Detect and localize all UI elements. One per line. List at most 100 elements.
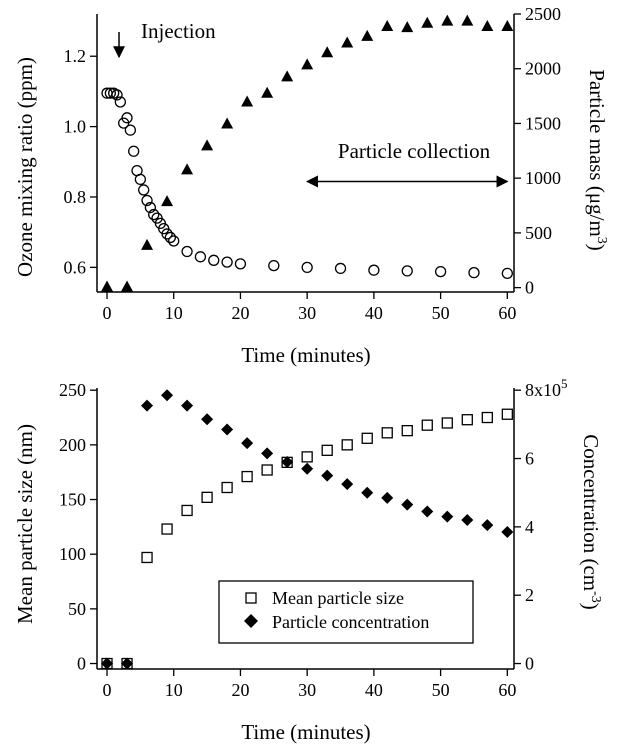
particle-mass-point <box>341 36 354 48</box>
concentration-point <box>201 413 214 426</box>
legend-square-icon <box>245 592 257 604</box>
ozone-point <box>111 89 123 101</box>
y-right-tick-label: 0 <box>525 278 534 298</box>
concentration-point <box>421 505 434 518</box>
y-right-tick-label: 2 <box>525 585 534 605</box>
x-axis-label: Time (minutes) <box>241 343 370 367</box>
injection-annotation: Injection <box>141 19 216 43</box>
concentration-point <box>281 455 294 468</box>
x-tick-label: 0 <box>103 303 112 323</box>
particle-size-point <box>321 444 333 456</box>
y-left-tick-label: 100 <box>59 544 86 564</box>
collection-annotation: Particle collection <box>338 139 491 163</box>
x-axis-ticks: 0 10 20 30 40 50 60 <box>103 669 516 700</box>
particle-size-point <box>361 432 373 444</box>
ozone-point <box>234 258 247 270</box>
y-left-tick-label: 150 <box>59 490 86 510</box>
ozone-point <box>128 145 140 157</box>
ozone-point <box>501 267 513 279</box>
ozone-point <box>194 251 207 263</box>
x-tick-label: 20 <box>231 680 249 700</box>
particle-size-point <box>441 417 453 429</box>
ozone-point <box>401 265 413 277</box>
concentration-point <box>321 469 334 482</box>
concentration-point <box>481 519 494 532</box>
ozone-mass-panel: 0 10 20 30 40 50 60 0.6 0.8 1.0 1.2 0 500 1000 1500 2… <box>13 4 609 367</box>
legend: Mean particle size Particle concentratio… <box>218 580 474 644</box>
x-tick-label: 50 <box>432 303 450 323</box>
concentration-point <box>261 447 274 460</box>
y-left-tick-label: 0 <box>77 654 86 674</box>
ozone-point <box>168 235 180 247</box>
left-axis-ticks: 0.6 0.8 1.0 1.2 <box>64 46 97 277</box>
ozone-point <box>181 245 193 258</box>
particle-size-point <box>421 419 433 431</box>
particle-size-point <box>161 523 173 535</box>
particle-size-point <box>181 504 193 517</box>
concentration-point <box>441 510 454 523</box>
ozone-point <box>121 112 133 124</box>
x-tick-label: 60 <box>498 303 516 323</box>
ozone-point <box>114 96 127 108</box>
x-tick-label: 40 <box>365 680 383 700</box>
ozone-point <box>434 265 447 278</box>
y-left-tick-label: 0.6 <box>64 257 87 277</box>
y-right-tick-label: 0 <box>525 654 534 674</box>
concentration-point <box>101 657 114 670</box>
y-left-tick-label: 50 <box>68 599 86 619</box>
ozone-point <box>148 208 160 221</box>
ozone-point <box>368 264 380 276</box>
x-tick-label: 40 <box>365 303 383 323</box>
particle-mass-point <box>201 139 214 151</box>
ozone-point <box>468 266 480 279</box>
concentration-point <box>401 498 414 511</box>
ozone-point <box>221 256 233 268</box>
particle-mass-point <box>181 163 194 175</box>
particle-mass-point <box>221 117 234 129</box>
x-tick-label: 60 <box>498 680 516 700</box>
right-axis-label: Particle mass (μg/m3) <box>585 69 609 251</box>
x-tick-label: 50 <box>432 680 450 700</box>
particle-mass-point <box>301 58 314 70</box>
concentration-point <box>501 525 514 538</box>
x-tick-label: 10 <box>165 680 183 700</box>
y-left-tick-label: 0.8 <box>64 187 87 207</box>
concentration-point <box>461 514 474 527</box>
particle-size-point <box>341 439 353 451</box>
particle-mass-point <box>461 14 474 26</box>
left-axis-ticks: 0 50 100 150 200 250 <box>59 380 97 674</box>
y-right-tick-label: 4 <box>525 517 534 537</box>
concentration-point <box>361 486 374 499</box>
ozone-point <box>161 228 173 240</box>
x-axis-ticks: 0 10 20 30 40 50 60 <box>103 292 516 323</box>
legend-entry-concentration: Particle concentration <box>272 612 429 632</box>
legend-diamond-icon <box>244 614 258 628</box>
y-right-tick-label: 1000 <box>525 168 561 188</box>
legend-entry-size: Mean particle size <box>272 588 404 608</box>
particle-size-point <box>401 424 413 437</box>
particle-mass-point <box>101 280 114 292</box>
particle-mass-point <box>501 20 514 32</box>
particle-mass-point <box>241 95 254 107</box>
ozone-point <box>104 87 116 99</box>
particle-mass-point <box>441 14 454 26</box>
plot-marks <box>101 389 514 670</box>
left-axis-label: Mean particle size (nm) <box>13 424 37 624</box>
y-left-tick-label: 1.2 <box>64 46 87 66</box>
concentration-point <box>221 423 234 436</box>
particle-mass-point <box>421 16 434 28</box>
concentration-point <box>241 437 254 450</box>
ozone-point <box>334 262 347 275</box>
particle-size-point <box>301 451 313 463</box>
ozone-point <box>268 259 280 272</box>
ozone-point <box>164 231 177 244</box>
particle-mass-point <box>161 195 174 207</box>
particle-size-point <box>221 481 233 494</box>
particle-mass-point <box>401 21 414 33</box>
ozone-point <box>134 173 147 186</box>
particle-mass-point <box>261 86 274 98</box>
particle-mass-point <box>121 280 134 292</box>
concentration-point <box>341 478 354 491</box>
ozone-point <box>208 254 220 266</box>
x-axis-label: Time (minutes) <box>241 720 370 744</box>
